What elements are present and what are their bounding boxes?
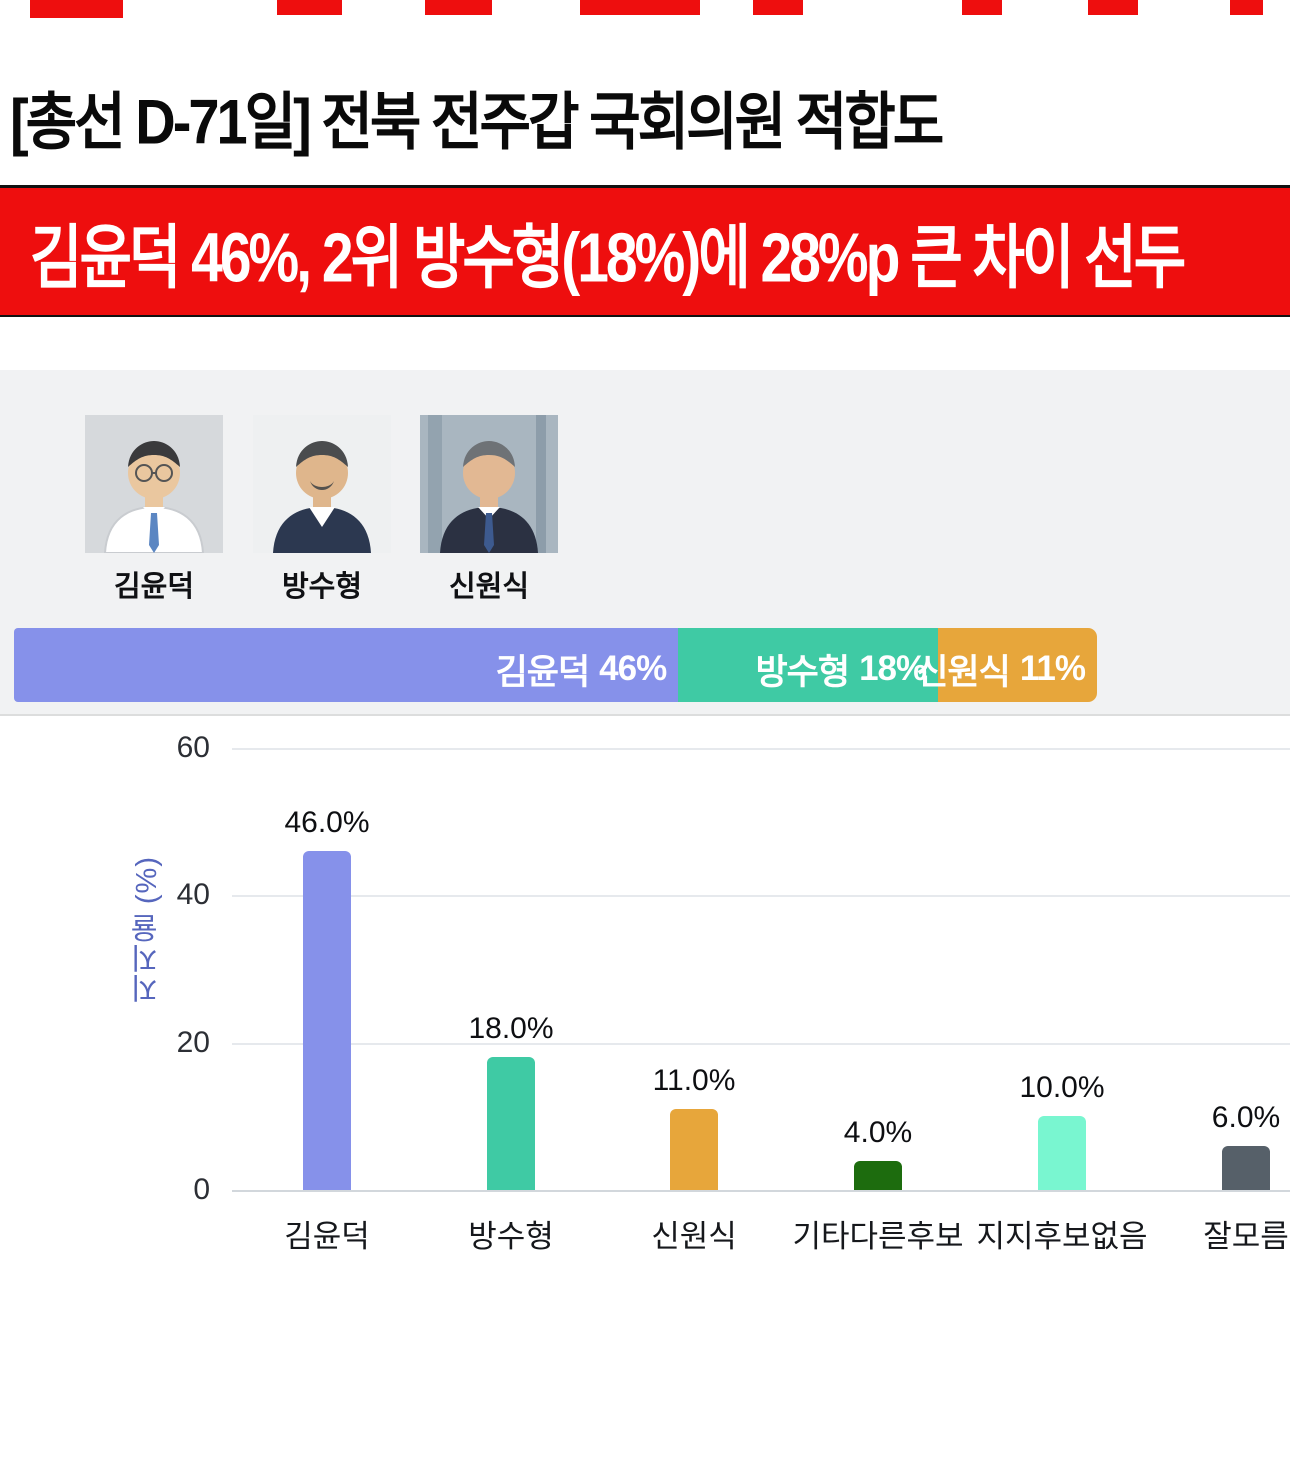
cropped-red-fragment	[30, 0, 123, 18]
gridline	[232, 1042, 1290, 1045]
chart-bar	[1222, 1145, 1270, 1190]
segment-label: 방수형	[755, 652, 850, 692]
segment-label: 신원식	[916, 652, 1011, 692]
candidate-card: 방수형	[253, 415, 391, 605]
stacked-bar-segment: 방수형 18%	[678, 628, 939, 702]
x-axis-category-label: 방수형	[468, 1219, 554, 1254]
candidate-photo	[85, 415, 223, 553]
gridline	[232, 747, 1290, 750]
bar-value-label: 4.0%	[843, 1115, 913, 1149]
bar-value-label: 6.0%	[1211, 1100, 1281, 1134]
stacked-bar-segment: 김윤덕 46%	[14, 628, 679, 702]
gridline	[232, 1190, 1290, 1192]
y-axis-tick-label: 20	[176, 1025, 210, 1059]
stacked-percentage-bar: 김윤덕 46% 방수형 18% 신원식 11%	[14, 628, 1097, 702]
candidate-card: 신원식	[420, 415, 558, 605]
chart-bar	[1038, 1116, 1086, 1190]
bar-value-label: 18.0%	[468, 1012, 554, 1046]
chart-bar	[670, 1108, 718, 1190]
support-bar-chart: 지지율 (%) 60 40 20 0 46.0% 김윤덕 18.0% 방수형 11.0% 신원식 4…	[0, 716, 1290, 1474]
candidate-card: 김윤덕	[85, 415, 223, 605]
candidate-name: 신원식	[448, 571, 530, 603]
x-axis-category-label: 잘모름	[1203, 1219, 1289, 1254]
cropped-red-fragment	[962, 0, 1002, 15]
headline-banner: 김윤덕 46%, 2위 방수형(18%)에 28%p 큰 차이 선두	[0, 185, 1290, 317]
segment-label: 김윤덕	[495, 652, 591, 692]
banner-text: 김윤덕 46%, 2위 방수형(18%)에 28%p 큰 차이 선두	[30, 218, 1186, 297]
bar-value-label: 10.0%	[1019, 1071, 1105, 1105]
segment-value: 11%	[1019, 649, 1086, 688]
x-axis-category-label: 지지후보없음	[976, 1219, 1148, 1254]
bar-value-label: 11.0%	[652, 1063, 736, 1097]
segment-value: 18%	[859, 649, 927, 688]
y-axis-tick-label: 60	[176, 730, 210, 764]
x-axis-category-label: 신원식	[651, 1219, 737, 1254]
y-axis-tick-label: 40	[176, 878, 210, 911]
y-axis-tick-label: 0	[193, 1173, 210, 1206]
x-axis-category-label: 기타다른후보	[792, 1219, 964, 1254]
chart-bar	[854, 1160, 902, 1190]
stacked-bar-segment: 신원식 11%	[916, 628, 1097, 702]
x-axis-category-label: 김윤덕	[284, 1219, 370, 1254]
page-title: [총선 D-71일] 전북 전주갑 국회의원 적합도	[10, 86, 944, 158]
candidate-name: 방수형	[281, 571, 363, 603]
cropped-red-fragment	[753, 0, 803, 15]
cropped-red-fragment	[277, 0, 342, 15]
bar-value-label: 46.0%	[284, 805, 370, 839]
cropped-red-fragment	[580, 0, 700, 15]
chart-bar	[303, 850, 351, 1190]
candidate-name: 김윤덕	[113, 571, 195, 603]
chart-bar	[487, 1057, 535, 1190]
cropped-red-fragment	[1088, 0, 1138, 15]
candidate-photo	[253, 415, 391, 553]
segment-value: 46%	[599, 649, 667, 688]
gridline	[232, 895, 1290, 897]
cropped-red-fragment	[1230, 0, 1263, 15]
candidate-photo	[420, 415, 558, 553]
candidates-panel: 김윤덕 방수형 신원식 김윤덕 46% 방수형 18% 신원식 11%	[0, 370, 1290, 716]
cropped-red-fragment	[425, 0, 492, 15]
